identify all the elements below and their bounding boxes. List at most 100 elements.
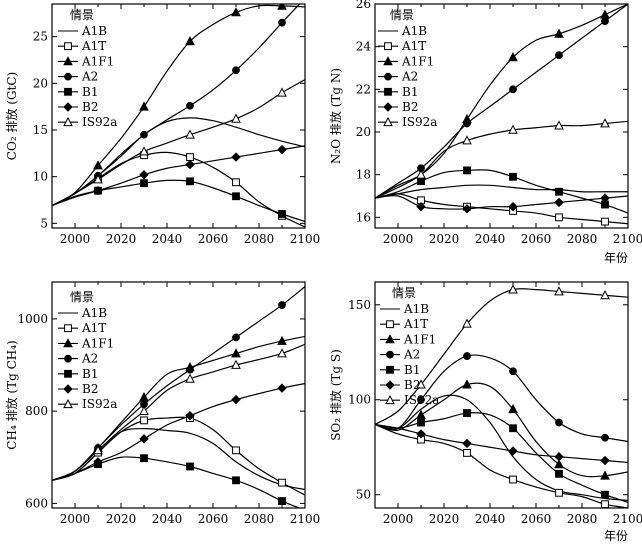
data-point-b2 [416, 429, 426, 439]
legend-label: B2 [402, 100, 418, 114]
data-point-is92a [554, 120, 564, 130]
data-point-a2 [232, 66, 240, 75]
x-tick-label: 2020 [106, 512, 137, 526]
data-point-b1 [417, 418, 425, 427]
series-group [52, 286, 305, 508]
y-axis-label: CH₄ 排放 (Tg CH₄) [4, 340, 19, 449]
legend-label: A1F1 [81, 54, 114, 68]
legend-marker [386, 365, 394, 374]
data-point-a1t [232, 178, 240, 187]
legend-label: A1B [403, 302, 429, 316]
x-tick-label: 2000 [383, 512, 414, 526]
data-point-is92a [600, 290, 610, 300]
legend-label: B1 [404, 363, 420, 377]
legend-label: A2 [401, 70, 418, 84]
legend-marker [385, 334, 395, 344]
data-point-b1 [278, 210, 286, 218]
legend-label: A1T [81, 39, 106, 53]
legend-marker [63, 116, 73, 127]
y-tick-label: 5 [40, 216, 48, 230]
y-tick-label: 25 [33, 30, 48, 44]
y-tick-label: 100 [348, 393, 371, 407]
data-point-b1 [555, 187, 563, 196]
chart-panel-4: 2000 2020 2040 2060 2080 2100 50 100 150 SO₂ 排放 (… [328, 281, 642, 543]
data-point-is92a [93, 445, 103, 455]
legend-marker [63, 338, 73, 348]
data-point-a2 [417, 395, 425, 404]
y-tick-label: 20 [356, 125, 371, 139]
x-tick-label: 2000 [383, 232, 414, 246]
legend-label: B2 [82, 382, 98, 396]
series-group [375, 284, 628, 508]
data-point-a1f1 [185, 36, 195, 46]
chart-panel-3: 2000 2020 2040 2060 2080 2100 600 800 1000 CH₄ 排放… [4, 281, 320, 526]
data-point-a1f1 [277, 335, 287, 345]
legend-label: A1F1 [403, 332, 436, 346]
data-point-a1f1 [554, 459, 564, 469]
legend-marker [385, 394, 395, 405]
data-point-is92a [185, 373, 195, 383]
series-line-a1t [375, 193, 628, 225]
y-axis-label: SO₂ 排放 (Tg S) [328, 349, 343, 441]
data-point-a1f1 [600, 470, 610, 480]
legend-label: A2 [81, 70, 98, 84]
data-point-b2 [139, 170, 149, 180]
legend-marker [63, 384, 73, 394]
data-point-b2 [93, 457, 103, 467]
x-tick-label: 2000 [60, 512, 91, 526]
legend-label: A1F1 [401, 54, 434, 68]
x-tick-label: 2060 [521, 512, 552, 526]
data-point-b2 [93, 185, 103, 196]
series-group [52, 4, 305, 228]
data-point-b1 [509, 424, 517, 433]
data-point-is92a [508, 124, 518, 134]
data-point-a2 [232, 333, 240, 342]
series-group [375, 4, 628, 226]
legend-label: A1T [401, 39, 426, 53]
x-tick-label: 2040 [475, 512, 506, 526]
legend-label: B1 [402, 85, 418, 99]
data-point-b2 [554, 452, 564, 462]
legend-label: A1B [401, 24, 427, 38]
data-point-a1t [509, 475, 517, 484]
series-line-a1t [375, 423, 628, 508]
legend-marker [386, 350, 394, 359]
data-point-is92a [277, 87, 287, 97]
plot-frame [374, 281, 629, 509]
data-point-is92a [93, 174, 103, 184]
x-tick-label: 2020 [106, 232, 137, 246]
y-tick-label: 20 [33, 76, 48, 90]
data-point-a1t [555, 213, 563, 222]
x-tick-label: 2080 [567, 512, 598, 526]
data-point-a1f1 [462, 379, 472, 389]
x-axis-label: 年份 [604, 529, 628, 543]
x-tick-label: 2080 [244, 232, 275, 246]
legend-label: A2 [81, 352, 98, 366]
plot-frame [374, 3, 629, 229]
data-point-is92a [416, 169, 426, 179]
series-line-b1 [52, 456, 301, 508]
x-tick-label: 2040 [152, 512, 183, 526]
legend-marker [63, 102, 73, 112]
data-point-a1f1 [600, 9, 610, 19]
x-tick-label: 2060 [198, 512, 229, 526]
data-point-a2 [186, 365, 194, 374]
data-point-is92a [462, 318, 472, 328]
y-axis-label: N₂O 排放 (Tg N) [328, 68, 343, 164]
series-line-a1b [52, 428, 305, 491]
x-axis-label: 年份 [604, 251, 628, 265]
legend-label: A1T [81, 321, 106, 335]
data-point-a1t [601, 500, 609, 508]
y-tick-label: 24 [356, 40, 372, 54]
x-tick-label: 2080 [567, 232, 598, 246]
data-point-a1t [463, 449, 471, 457]
data-point-b1 [555, 469, 563, 478]
data-point-is92a [231, 113, 241, 123]
data-point-b1 [463, 166, 471, 175]
legend-label: IS92a [82, 397, 117, 411]
legend-marker [384, 42, 392, 51]
data-point-b1 [140, 179, 148, 188]
